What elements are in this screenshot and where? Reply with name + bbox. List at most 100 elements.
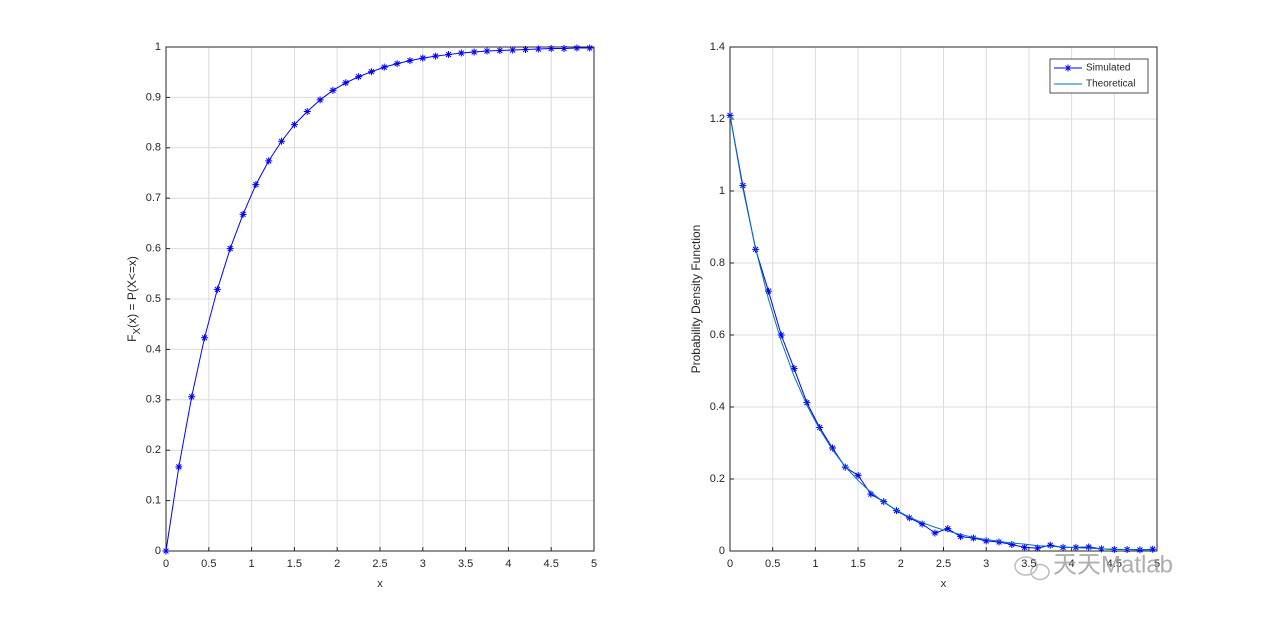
- data-marker: [252, 181, 260, 189]
- axes-box: [165, 46, 595, 552]
- x-tick-label: 5: [591, 558, 597, 570]
- y-tick-label: 0.4: [146, 343, 161, 355]
- data-marker: [969, 534, 977, 542]
- x-tick-label: 0: [163, 558, 169, 570]
- data-marker: [290, 121, 298, 129]
- data-marker: [265, 157, 273, 165]
- data-marker: [905, 514, 913, 522]
- data-marker: [560, 45, 568, 53]
- x-tick-label: 3: [420, 558, 426, 570]
- legend-marker: [1064, 64, 1072, 72]
- data-marker: [995, 538, 1003, 546]
- data-marker: [534, 45, 542, 53]
- y-tick-label: 1: [719, 185, 725, 197]
- data-marker: [329, 86, 337, 94]
- x-tick-label: 1: [812, 558, 818, 570]
- y-axis-label: FX(x) = P(X<=x): [125, 256, 142, 342]
- y-axis-label-part: F: [125, 335, 139, 342]
- data-marker: [496, 47, 504, 55]
- y-tick-label: 1: [155, 41, 161, 53]
- data-marker: [470, 48, 478, 56]
- data-marker: [982, 537, 990, 545]
- data-marker: [764, 287, 772, 295]
- y-tick-label: 0.3: [146, 394, 161, 406]
- data-marker: [419, 54, 427, 62]
- x-tick-label: 3.5: [458, 558, 473, 570]
- x-tick-label: 3: [983, 558, 989, 570]
- y-axis-label-part: X: [132, 328, 143, 335]
- x-axis-label: x: [377, 578, 383, 590]
- x-tick-label: 2.5: [372, 558, 387, 570]
- data-line: [729, 115, 1153, 551]
- y-tick-label: 0.4: [710, 401, 725, 413]
- y-axis-label: Probability Density Function: [689, 225, 703, 374]
- data-marker: [188, 393, 196, 401]
- y-tick-label: 0.1: [146, 495, 161, 507]
- x-tick-label: 2.5: [936, 558, 951, 570]
- y-tick-label: 0.6: [710, 329, 725, 341]
- data-marker: [586, 44, 594, 52]
- legend-label: Theoretical: [1086, 79, 1135, 90]
- data-marker: [931, 529, 939, 537]
- axes-box: [729, 46, 1158, 552]
- data-line: [165, 47, 590, 552]
- y-tick-label: 0.8: [710, 257, 725, 269]
- data-marker: [777, 331, 785, 339]
- x-tick-label: 5: [1154, 558, 1160, 570]
- data-marker: [213, 285, 221, 293]
- y-tick-label: 0.7: [146, 192, 161, 204]
- data-marker: [175, 463, 183, 471]
- x-tick-label: 1.5: [850, 558, 865, 570]
- data-marker: [239, 210, 247, 218]
- data-marker: [1008, 541, 1016, 549]
- x-tick-label: 0: [727, 558, 733, 570]
- data-marker: [790, 364, 798, 372]
- y-tick-label: 0.2: [146, 444, 161, 456]
- watermark-logo: [1014, 556, 1050, 581]
- data-marker: [509, 46, 517, 54]
- data-marker: [457, 49, 465, 57]
- x-tick-label: 4: [505, 558, 511, 570]
- y-tick-label: 0.6: [146, 243, 161, 255]
- data-marker: [162, 547, 170, 555]
- data-marker: [201, 334, 209, 342]
- data-marker: [867, 490, 875, 498]
- x-tick-label: 2: [898, 558, 904, 570]
- data-marker: [1046, 541, 1054, 549]
- data-marker: [393, 60, 401, 68]
- data-marker: [316, 96, 324, 104]
- data-marker: [828, 444, 836, 452]
- data-marker: [573, 44, 581, 52]
- x-tick-label: 4.5: [1107, 558, 1122, 570]
- y-tick-label: 0.8: [146, 142, 161, 154]
- data-marker: [342, 79, 350, 87]
- y-tick-label: 0: [155, 545, 161, 557]
- data-marker: [483, 47, 491, 55]
- data-marker: [803, 399, 811, 407]
- legend-label: Simulated: [1086, 63, 1130, 74]
- data-marker: [406, 57, 414, 65]
- data-marker: [1021, 543, 1029, 551]
- x-tick-label: 4: [1069, 558, 1075, 570]
- data-marker: [816, 424, 824, 432]
- x-tick-label: 0.5: [765, 558, 780, 570]
- data-marker: [854, 471, 862, 479]
- x-tick-label: 0.5: [201, 558, 216, 570]
- data-marker: [918, 520, 926, 528]
- data-marker: [944, 525, 952, 533]
- data-marker: [226, 245, 234, 253]
- data-marker: [957, 533, 965, 541]
- x-axis-label: x: [941, 578, 947, 590]
- data-marker: [1033, 544, 1041, 552]
- y-axis-label-part: Probability Density Function: [689, 225, 703, 374]
- data-marker: [278, 137, 286, 145]
- data-marker: [1085, 543, 1093, 551]
- data-marker: [522, 46, 530, 54]
- data-marker: [1149, 545, 1157, 553]
- legend-box: [1049, 58, 1149, 94]
- x-tick-label: 2: [334, 558, 340, 570]
- data-marker: [432, 52, 440, 60]
- data-marker: [547, 45, 555, 53]
- y-tick-label: 0.5: [146, 293, 161, 305]
